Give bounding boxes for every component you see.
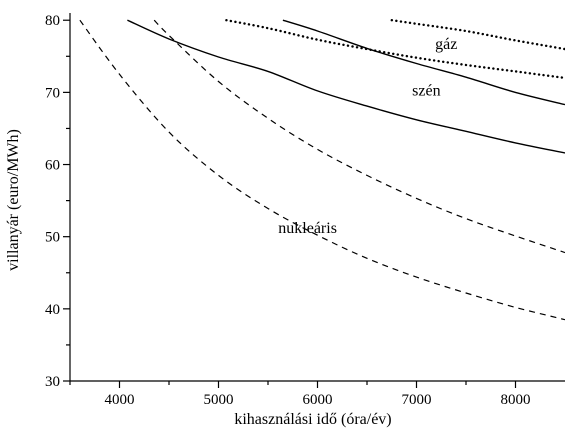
y-tick-label: 50 xyxy=(45,230,60,246)
y-tick-label: 30 xyxy=(45,374,60,390)
series-line xyxy=(282,19,565,106)
x-tick-label: 7000 xyxy=(402,392,432,408)
y-tick-label: 70 xyxy=(45,85,60,101)
y-tick-label: 40 xyxy=(45,302,60,318)
x-tick-label: 4000 xyxy=(105,392,135,408)
series-line xyxy=(79,19,565,321)
curves xyxy=(79,19,565,321)
x-tick-label: 5000 xyxy=(204,392,234,408)
x-tick-label: 6000 xyxy=(303,392,333,408)
series-label: nukleáris xyxy=(278,220,337,237)
series-line xyxy=(225,19,565,80)
x-axis-title: kihasználási idő (óra/év) xyxy=(234,411,391,428)
y-axis-title: villanyár (euro/MWh) xyxy=(5,129,22,271)
series-line xyxy=(390,19,565,51)
series-label: szén xyxy=(412,82,440,99)
series-line xyxy=(127,19,565,154)
axes: 30 40 50 60 70 80 4000 5000 6000 7000 8000 xyxy=(45,13,565,408)
y-tick-label: 60 xyxy=(45,158,60,174)
series-label: gáz xyxy=(435,36,457,53)
series-labels: gáz szén nukleáris xyxy=(278,36,457,237)
series-line xyxy=(153,19,565,254)
x-tick-label: 8000 xyxy=(501,392,531,408)
y-tick-label: 80 xyxy=(45,13,60,29)
